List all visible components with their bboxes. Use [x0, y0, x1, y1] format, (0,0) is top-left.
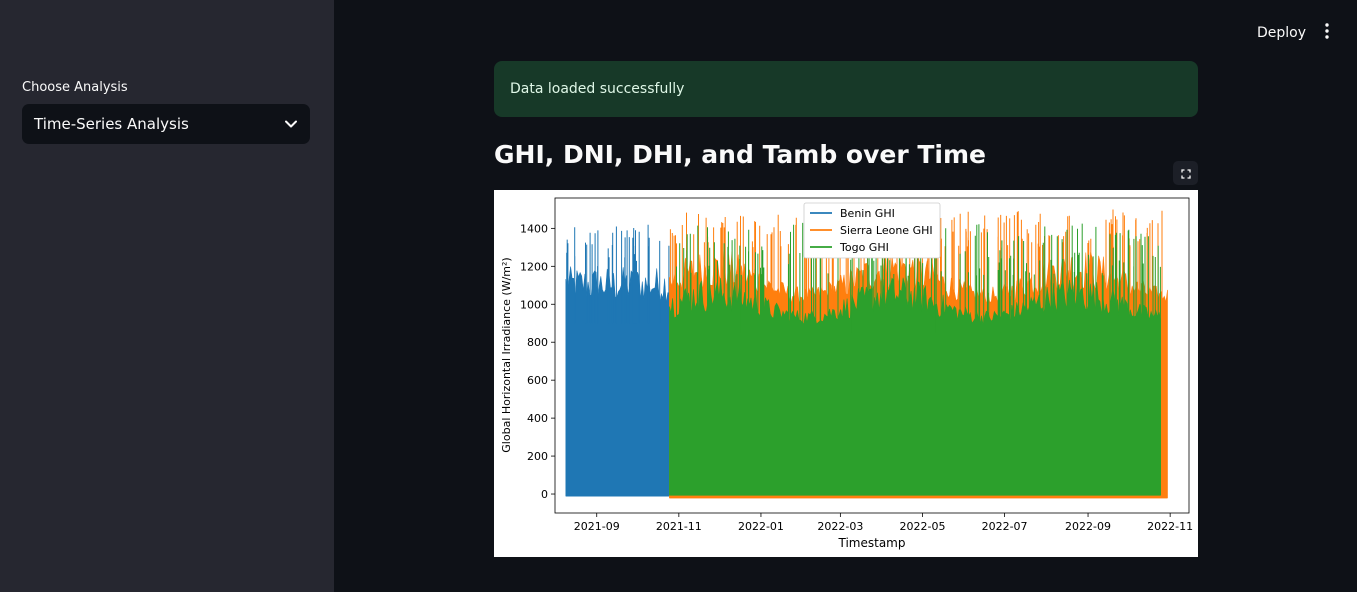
series-spikes: [676, 222, 1161, 333]
choose-analysis-label: Choose Analysis: [22, 80, 128, 95]
x-ticks: 2021-09 2021-11 2022-01 2022-03 2022-05 2022-…: [574, 513, 1193, 533]
y-tick-label: 1400: [520, 222, 548, 235]
y-tick-label: 200: [527, 450, 548, 463]
series-band: [565, 266, 670, 497]
series-spikes: [566, 224, 670, 324]
x-tick-label: 2021-11: [656, 520, 702, 533]
chevron-down-icon: [284, 117, 298, 131]
legend-entry: Benin GHI: [840, 207, 895, 220]
plot-frame: [554, 197, 1190, 514]
x-tick-label: 2022-03: [817, 520, 863, 533]
y-tick-label: 600: [527, 374, 548, 387]
y-tick-label: 800: [527, 336, 548, 349]
legend-box: [803, 202, 941, 259]
series-benin-ghi: [565, 224, 670, 497]
analysis-select[interactable]: Time-Series Analysis: [22, 104, 310, 144]
x-tick-label: 2022-05: [899, 520, 945, 533]
chart-svg: 0 200 400 600 800 1000 1200 1400 2021-09 2021-11…: [500, 197, 1193, 550]
series-band: [669, 277, 1161, 496]
x-tick-label: 2022-01: [738, 520, 784, 533]
main-menu-button[interactable]: [1314, 20, 1340, 46]
legend: Benin GHI Sierra Leone GHI Togo GHI: [803, 202, 941, 259]
page-title: GHI, DNI, DHI, and Tamb over Time: [494, 140, 987, 169]
sidebar: Choose Analysis Time-Series Analysis: [0, 0, 334, 592]
y-tick-label: 1200: [520, 260, 548, 273]
analysis-select-value: Time-Series Analysis: [34, 115, 189, 133]
fullscreen-icon: [1180, 164, 1191, 183]
ghi-time-series-chart: 0 200 400 600 800 1000 1200 1400 2021-09 2021-11…: [494, 190, 1198, 557]
series-layer: [565, 209, 1168, 499]
x-tick-label: 2022-11: [1147, 520, 1193, 533]
x-axis-label: Timestamp: [838, 536, 906, 550]
y-tick-label: 400: [527, 412, 548, 425]
y-tick-label: 1000: [520, 298, 548, 311]
deploy-button[interactable]: Deploy: [1257, 25, 1307, 41]
success-alert: Data loaded successfully: [494, 61, 1198, 117]
y-tick-label: 0: [541, 488, 548, 501]
x-tick-label: 2022-09: [1065, 520, 1111, 533]
vertical-ellipsis-icon: [1325, 23, 1329, 43]
fullscreen-button[interactable]: [1173, 161, 1198, 185]
y-axis-label: Global Horizontal Irradiance (W/m²): [500, 257, 513, 452]
legend-entry: Togo GHI: [839, 241, 889, 254]
y-ticks: 0 200 400 600 800 1000 1200 1400: [520, 222, 555, 501]
legend-entry: Sierra Leone GHI: [840, 224, 933, 237]
x-tick-label: 2021-09: [574, 520, 620, 533]
series-togo-ghi: [669, 222, 1161, 496]
x-tick-label: 2022-07: [982, 520, 1028, 533]
